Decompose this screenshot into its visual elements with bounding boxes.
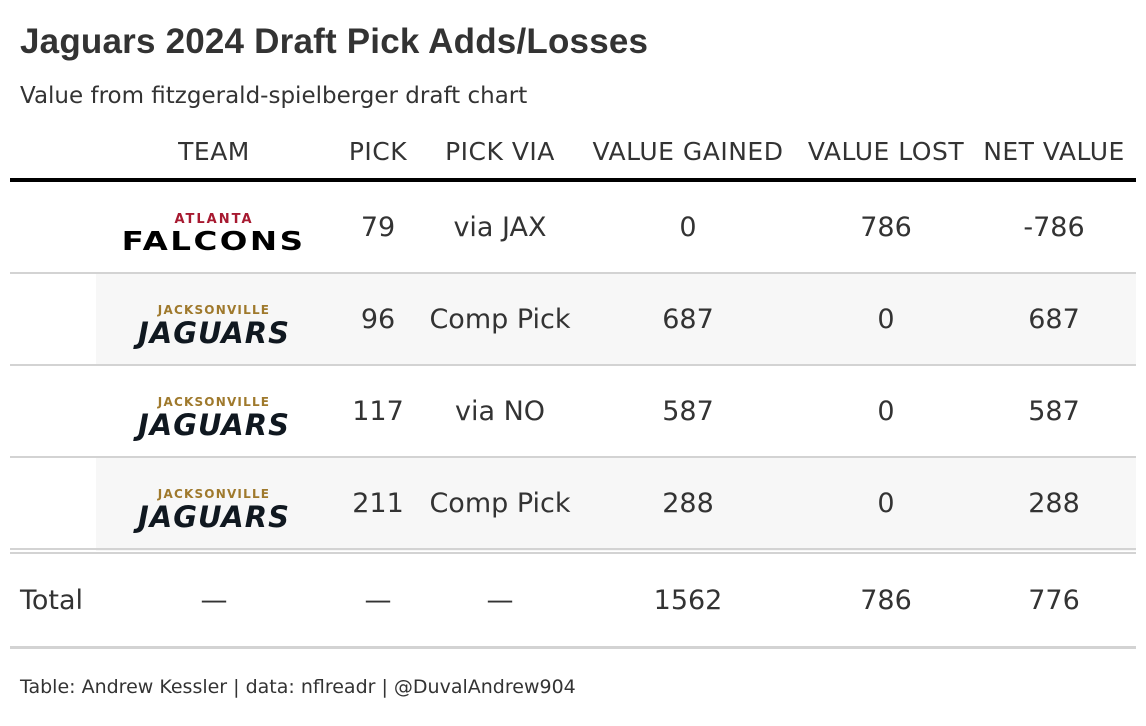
- page-subtitle: Value from fitzgerald-spielberger draft …: [20, 83, 528, 109]
- row-lead: [10, 273, 96, 366]
- pick-via-cell: via JAX: [424, 180, 576, 274]
- logo-city: JACKSONVILLE: [157, 487, 271, 501]
- total-net-value-cell: 776: [972, 551, 1136, 649]
- value-lost-cell: 0: [800, 365, 972, 458]
- logo-name: JAGUARS: [138, 500, 290, 534]
- logo-city: JACKSONVILLE: [157, 395, 271, 409]
- value-gained-cell: 0: [576, 180, 800, 274]
- pick-via-cell: Comp Pick: [424, 273, 576, 366]
- header-value-gained: VALUE GAINED: [576, 124, 800, 182]
- table-row: JACKSONVILLE JAGUARS 96 Comp Pick 687 0 …: [10, 273, 1136, 366]
- pick-via-cell: via NO: [424, 365, 576, 458]
- logo-name: JAGUARS: [138, 316, 290, 350]
- header-pick: PICK: [332, 124, 424, 182]
- header-team: TEAM: [96, 124, 332, 182]
- logo-name: JAGUARS: [138, 408, 290, 442]
- pick-cell: 79: [332, 180, 424, 274]
- row-lead: [10, 180, 96, 274]
- net-value-cell: -786: [972, 180, 1136, 274]
- team-cell: JACKSONVILLE JAGUARS: [96, 273, 332, 366]
- value-lost-cell: 0: [800, 273, 972, 366]
- header-pick-via: PICK VIA: [424, 124, 576, 182]
- header-row: TEAM PICK PICK VIA VALUE GAINED VALUE LO…: [10, 124, 1136, 182]
- pick-cell: 96: [332, 273, 424, 366]
- total-pick-cell: —: [332, 551, 424, 649]
- page-title: Jaguars 2024 Draft Pick Adds/Losses: [20, 22, 649, 61]
- net-value-cell: 288: [972, 457, 1136, 554]
- pick-cell: 117: [332, 365, 424, 458]
- pick-cell: 211: [332, 457, 424, 554]
- net-value-cell: 687: [972, 273, 1136, 366]
- total-value-gained-cell: 1562: [576, 551, 800, 649]
- team-cell: ATLANTA FALCONS: [96, 180, 332, 274]
- header-net-value: NET VALUE: [972, 124, 1136, 182]
- value-lost-cell: 786: [800, 180, 972, 274]
- total-value-lost-cell: 786: [800, 551, 972, 649]
- team-cell: JACKSONVILLE JAGUARS: [96, 365, 332, 458]
- jaguars-logo: JACKSONVILLE JAGUARS: [138, 396, 290, 440]
- table-row: JACKSONVILLE JAGUARS 211 Comp Pick 288 0…: [10, 457, 1136, 554]
- falcons-logo: ATLANTA FALCONS: [122, 212, 303, 255]
- value-gained-cell: 288: [576, 457, 800, 554]
- total-team-cell: —: [96, 551, 332, 649]
- total-label: Total: [10, 551, 96, 649]
- header-lead: [10, 124, 96, 182]
- logo-name: FALCONS: [122, 227, 306, 257]
- logo-city: JACKSONVILLE: [157, 303, 271, 317]
- jaguars-logo: JACKSONVILLE JAGUARS: [138, 488, 290, 532]
- total-pick-via-cell: —: [424, 551, 576, 649]
- value-gained-cell: 687: [576, 273, 800, 366]
- pick-via-cell: Comp Pick: [424, 457, 576, 554]
- table-row: ATLANTA FALCONS 79 via JAX 0 786 -786: [10, 180, 1136, 274]
- header-value-lost: VALUE LOST: [800, 124, 972, 182]
- team-cell: JACKSONVILLE JAGUARS: [96, 457, 332, 554]
- row-lead: [10, 365, 96, 458]
- row-lead: [10, 457, 96, 554]
- jaguars-logo: JACKSONVILLE JAGUARS: [138, 304, 290, 348]
- table-row: JACKSONVILLE JAGUARS 117 via NO 587 0 58…: [10, 365, 1136, 458]
- source-footer: Table: Andrew Kessler | data: nflreadr |…: [20, 676, 576, 698]
- total-row: Total — — — 1562 786 776: [10, 551, 1136, 649]
- value-gained-cell: 587: [576, 365, 800, 458]
- value-lost-cell: 0: [800, 457, 972, 554]
- draft-pick-table: TEAM PICK PICK VIA VALUE GAINED VALUE LO…: [10, 124, 1136, 649]
- net-value-cell: 587: [972, 365, 1136, 458]
- logo-city: ATLANTA: [174, 212, 254, 227]
